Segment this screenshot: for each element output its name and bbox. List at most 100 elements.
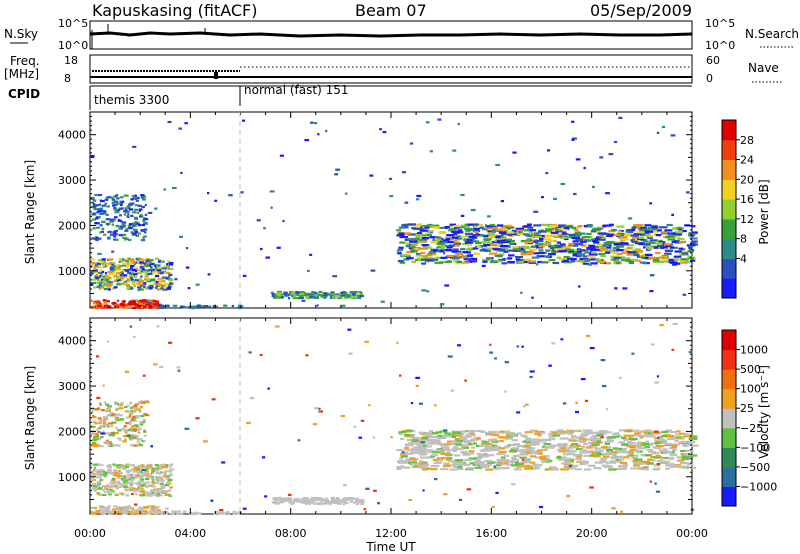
range-cell: [142, 282, 145, 285]
range-cell: [553, 197, 557, 200]
range-cell: [625, 230, 633, 233]
range-cell: [124, 238, 127, 241]
range-cell: [466, 452, 475, 455]
range-cell: [116, 264, 121, 267]
range-cell: [150, 262, 155, 266]
range-cell: [127, 224, 132, 227]
range-cell: [526, 449, 535, 453]
range-cell: [526, 439, 532, 442]
range-cell: [162, 288, 167, 291]
range-cell: [570, 464, 579, 467]
range-cell: [99, 275, 102, 278]
range-cell: [137, 465, 142, 468]
range-cell: [415, 253, 421, 256]
range-cell: [179, 305, 185, 308]
range-cell: [602, 447, 608, 450]
range-cell: [433, 236, 442, 239]
range-cell: [123, 425, 127, 428]
range-cell: [176, 512, 181, 515]
range-cell: [155, 283, 159, 286]
range-cell: [420, 234, 427, 237]
range-cell: [93, 270, 99, 274]
range-cell: [179, 235, 183, 238]
range-cell: [344, 292, 348, 295]
range-cell: [106, 275, 111, 279]
range-cell: [503, 238, 512, 241]
range-cell: [599, 246, 608, 249]
range-cell: [142, 299, 146, 302]
range-cell: [120, 466, 125, 469]
range-cell: [409, 449, 416, 452]
range-cell: [662, 460, 667, 463]
range-cell: [573, 228, 579, 231]
range-cell: [92, 415, 97, 419]
range-cell: [579, 440, 587, 444]
range-cell: [407, 223, 416, 226]
range-cell: [155, 471, 159, 475]
range-cell: [512, 248, 522, 251]
range-cell: [155, 491, 161, 494]
range-cell: [96, 471, 101, 474]
range-cell: [119, 508, 123, 511]
range-cell: [556, 241, 561, 244]
range-cell: [661, 257, 670, 260]
range-cell: [359, 291, 362, 294]
range-cell: [114, 232, 118, 235]
range-cell: [140, 483, 146, 487]
range-cell: [159, 471, 163, 474]
range-cell: [123, 475, 127, 478]
range-cell: [640, 231, 649, 234]
range-cell: [197, 304, 201, 307]
range-cell: [163, 464, 169, 467]
y-tick-label: 2000: [58, 425, 86, 438]
range-cell: [141, 439, 144, 442]
range-cell: [270, 206, 273, 209]
range-cell: [592, 442, 601, 445]
range-cell: [106, 441, 109, 444]
range-cell: [511, 483, 516, 486]
colorbar-segment: [722, 218, 736, 240]
range-cell: [162, 486, 165, 489]
range-cell: [627, 244, 634, 247]
range-cell: [104, 278, 109, 282]
range-cell: [511, 439, 518, 442]
nave-label: Nave: [748, 61, 779, 75]
range-cell: [168, 273, 171, 276]
range-cell: [143, 221, 148, 224]
range-cell: [459, 430, 466, 433]
range-cell: [108, 422, 114, 425]
range-cell: [115, 418, 120, 421]
range-cell: [633, 458, 643, 461]
range-cell: [284, 294, 287, 297]
range-cell: [107, 270, 113, 274]
range-cell: [133, 429, 137, 432]
range-cell: [121, 303, 126, 307]
range-cell: [680, 449, 686, 453]
range-cell: [154, 306, 158, 309]
range-cell: [355, 291, 360, 294]
range-cell: [113, 238, 117, 241]
range-cell: [577, 225, 583, 228]
range-cell: [123, 258, 129, 261]
range-cell: [95, 238, 99, 242]
range-cell: [342, 503, 346, 506]
range-cell: [317, 503, 322, 506]
range-cell: [103, 301, 108, 304]
range-cell: [98, 505, 103, 508]
range-cell: [112, 491, 115, 494]
range-cell: [104, 490, 107, 494]
range-cell: [654, 482, 657, 485]
range-cell: [424, 226, 430, 229]
range-cell: [246, 421, 251, 424]
range-cell: [242, 274, 247, 277]
range-cell: [688, 246, 693, 249]
range-cell: [420, 441, 425, 444]
range-cell: [584, 438, 591, 441]
range-cell: [144, 282, 147, 285]
range-cell: [349, 296, 353, 299]
range-cell: [97, 271, 103, 275]
range-cell: [519, 452, 525, 455]
range-cell: [106, 483, 109, 486]
range-cell: [97, 430, 101, 433]
range-cell: [680, 258, 688, 261]
